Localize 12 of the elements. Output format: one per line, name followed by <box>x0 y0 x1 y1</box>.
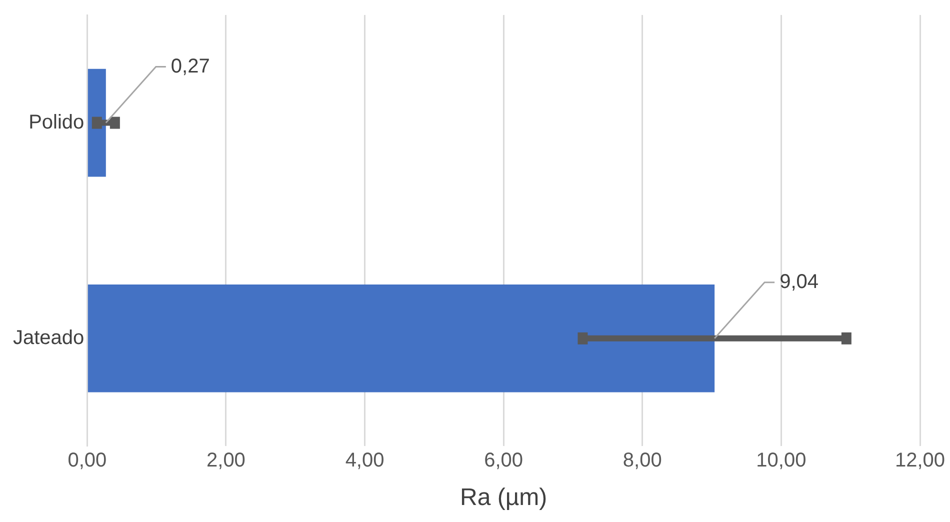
x-tick-label: 2,00 <box>206 450 246 472</box>
data-label: 9,04 <box>780 270 819 293</box>
x-tick-label: 12,00 <box>894 450 946 472</box>
x-tick-label: 10,00 <box>756 450 806 472</box>
data-label: 0,27 <box>170 55 210 78</box>
x-tick-label: 0,00 <box>68 450 107 472</box>
x-tick-label: 8,00 <box>622 450 662 472</box>
x-tick-label: 4,00 <box>345 450 384 472</box>
x-tick-label: 6,00 <box>484 450 524 472</box>
y-tick-label: Jateado <box>13 326 84 349</box>
x-axis-title: Ra (µm) <box>460 484 548 512</box>
y-tick-label: Polido <box>28 111 84 134</box>
